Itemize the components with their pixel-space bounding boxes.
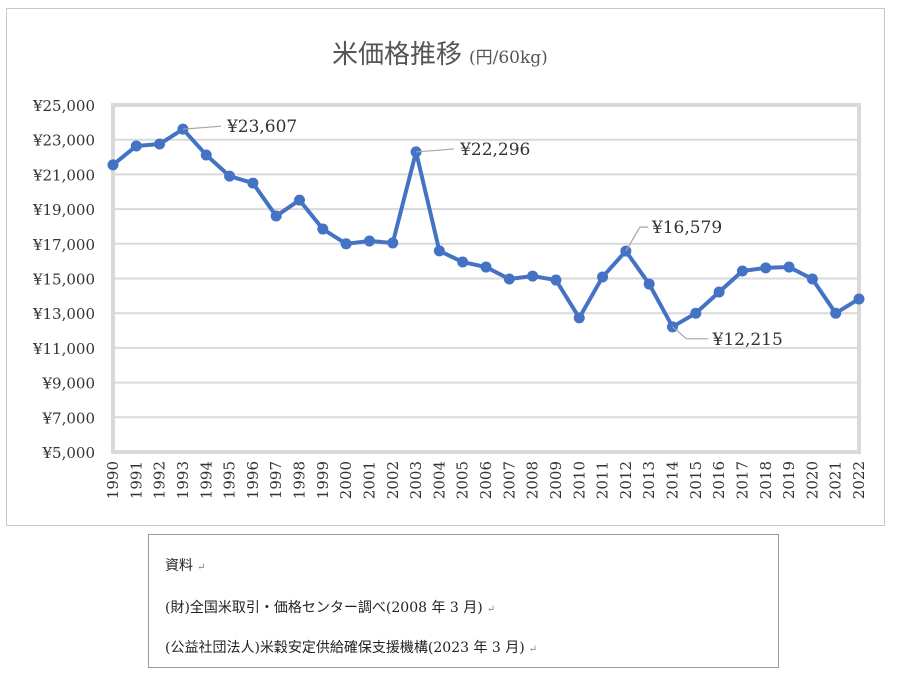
x-tick-label: 2013 [640, 461, 658, 499]
data-label: ¥22,296 [459, 140, 530, 160]
note-line: (公益社団法人)米穀安定供給確保支援機構(2023 年 3 月) ↵ [165, 637, 537, 657]
x-tick-label: 1996 [244, 461, 262, 499]
x-tick-label: 2022 [850, 461, 868, 499]
annotation-leader [416, 148, 455, 153]
x-tick-label: 1991 [127, 461, 145, 499]
return-mark: ↵ [486, 604, 496, 615]
data-point [154, 138, 166, 150]
x-tick-label: 2000 [337, 461, 355, 499]
x-tick-label: 1992 [151, 461, 169, 499]
y-tick-label: ¥13,000 [32, 305, 95, 323]
x-tick-label: 1998 [291, 461, 309, 499]
data-point [550, 274, 562, 286]
data-point [200, 149, 212, 161]
x-tick-label: 2014 [664, 461, 682, 499]
x-tick-label: 2009 [547, 461, 565, 499]
data-point [853, 293, 865, 305]
data-point [597, 271, 609, 283]
data-point [457, 256, 469, 268]
y-tick-label: ¥9,000 [42, 375, 96, 393]
data-point [387, 237, 399, 249]
x-tick-label: 2018 [757, 461, 775, 499]
annotation-leader [625, 226, 648, 252]
return-mark: ↵ [528, 644, 538, 655]
data-point [713, 286, 725, 298]
data-point [783, 261, 795, 273]
x-tick-label: 2008 [524, 461, 542, 499]
x-tick-label: 2020 [803, 461, 821, 499]
data-point [573, 312, 585, 324]
y-tick-label: ¥19,000 [32, 201, 95, 219]
data-label: ¥16,579 [651, 218, 722, 238]
data-point [224, 170, 236, 182]
data-point [643, 278, 655, 290]
y-tick-label: ¥15,000 [32, 271, 95, 289]
x-tick-label: 2006 [477, 461, 495, 499]
x-tick-label: 2016 [710, 461, 728, 499]
note-heading: 資料 ↵ [165, 555, 205, 575]
x-tick-label: 2007 [500, 461, 518, 499]
data-point [270, 210, 282, 222]
return-mark: ↵ [197, 562, 206, 573]
chart-title: 米価格推移 [332, 40, 462, 70]
x-tick-label: 2021 [827, 461, 845, 499]
y-tick-label: ¥11,000 [32, 340, 95, 358]
x-tick-label: 2001 [360, 461, 378, 499]
annotation-leader [182, 125, 221, 130]
annotation-leader [672, 326, 709, 340]
x-tick-label: 1994 [197, 461, 215, 499]
x-tick-label: 2004 [430, 461, 448, 499]
x-tick-label: 2017 [733, 461, 751, 499]
x-tick-label: 1999 [314, 461, 332, 499]
x-tick-label: 2019 [780, 461, 798, 499]
data-point [527, 270, 539, 282]
x-tick-label: 2015 [687, 461, 705, 499]
note-line-text: (公益社団法人)米穀安定供給確保支援機構(2023 年 3 月) [165, 640, 525, 656]
x-tick-label: 1990 [104, 461, 122, 499]
y-tick-label: ¥25,000 [32, 97, 95, 115]
x-tick-label: 2011 [594, 461, 612, 499]
data-point [736, 265, 748, 277]
data-label: ¥12,215 [712, 330, 783, 350]
x-tick-label: 1993 [174, 461, 192, 499]
data-point [503, 273, 515, 285]
data-point [760, 262, 772, 274]
chart-subtitle: (円/60kg) [469, 48, 548, 68]
x-tick-label: 1997 [267, 461, 285, 499]
data-point [620, 245, 632, 257]
data-point [247, 177, 259, 189]
data-point [340, 238, 352, 250]
y-tick-label: ¥5,000 [42, 444, 96, 462]
source-note: 資料 ↵ (財)全国米取引・価格センター調べ(2008 年 3 月) ↵ (公益社団… [148, 534, 779, 668]
data-point [830, 307, 842, 319]
data-point [433, 245, 445, 257]
data-point [690, 307, 702, 319]
x-tick-label: 2002 [384, 461, 402, 499]
data-point [130, 140, 142, 152]
data-point [294, 194, 305, 206]
x-tick-label: 2003 [407, 461, 425, 499]
y-tick-label: ¥7,000 [42, 409, 96, 427]
x-tick-label: 2005 [454, 461, 472, 499]
data-point [806, 273, 818, 285]
data-label: ¥23,607 [226, 117, 297, 137]
data-point [107, 159, 119, 171]
data-point [317, 223, 329, 235]
data-point [363, 235, 375, 247]
x-tick-label: 1995 [221, 461, 239, 499]
y-tick-label: ¥21,000 [32, 166, 95, 184]
y-tick-label: ¥23,000 [32, 132, 95, 150]
chart-container: 米価格推移 (円/60kg) ¥5,000 ¥7,000 ¥9,000 ¥11,000 ¥1… [6, 8, 885, 526]
y-tick-label: ¥17,000 [32, 236, 95, 254]
x-tick-label: 2010 [570, 461, 588, 499]
note-line-text: (財)全国米取引・価格センター調べ(2008 年 3 月) [165, 600, 483, 616]
note-line: (財)全国米取引・価格センター調べ(2008 年 3 月) ↵ [165, 597, 495, 617]
line-chart: 米価格推移 (円/60kg) ¥5,000 ¥7,000 ¥9,000 ¥11,000 ¥1… [32, 40, 868, 499]
note-heading-text: 資料 [165, 558, 193, 574]
x-tick-label: 2012 [617, 461, 635, 499]
data-point [480, 261, 492, 273]
